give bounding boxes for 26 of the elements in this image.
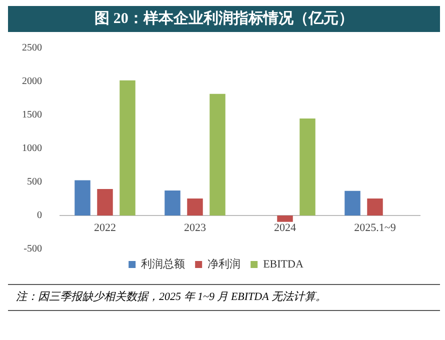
bar [97,189,113,216]
x-tick-label: 2023 [184,222,206,234]
x-tick-label: 2025.1~9 [354,222,396,234]
legend-label: 利润总额 [141,257,186,270]
y-tick-label: 1000 [22,143,42,154]
legend-label: EBITDA [263,258,304,270]
bar [300,118,316,216]
bar [367,198,383,216]
y-tick-label: 1500 [22,110,42,121]
y-tick-label: 0 [37,210,42,222]
bar [74,180,90,216]
y-tick-label: 500 [27,176,42,188]
bar [210,94,226,216]
y-tick-label: -500 [24,244,42,255]
legend-label: 净利润 [208,257,241,270]
bar [187,198,203,216]
bar [344,190,360,216]
bar [120,80,136,216]
bar [164,190,180,216]
bar [277,216,293,222]
x-tick-label: 2024 [274,222,296,234]
text: 注：因三季报缺少相关数据，2025 年 1~9 月 EBITDA 无法计算。 [16,290,328,305]
y-tick-label: 2500 [22,42,42,54]
chart-title: 图 20：样本企业利润指标情况（亿元） [8,6,440,32]
x-tick-label: 2022 [94,222,116,234]
y-tick-label: 2000 [22,76,42,88]
